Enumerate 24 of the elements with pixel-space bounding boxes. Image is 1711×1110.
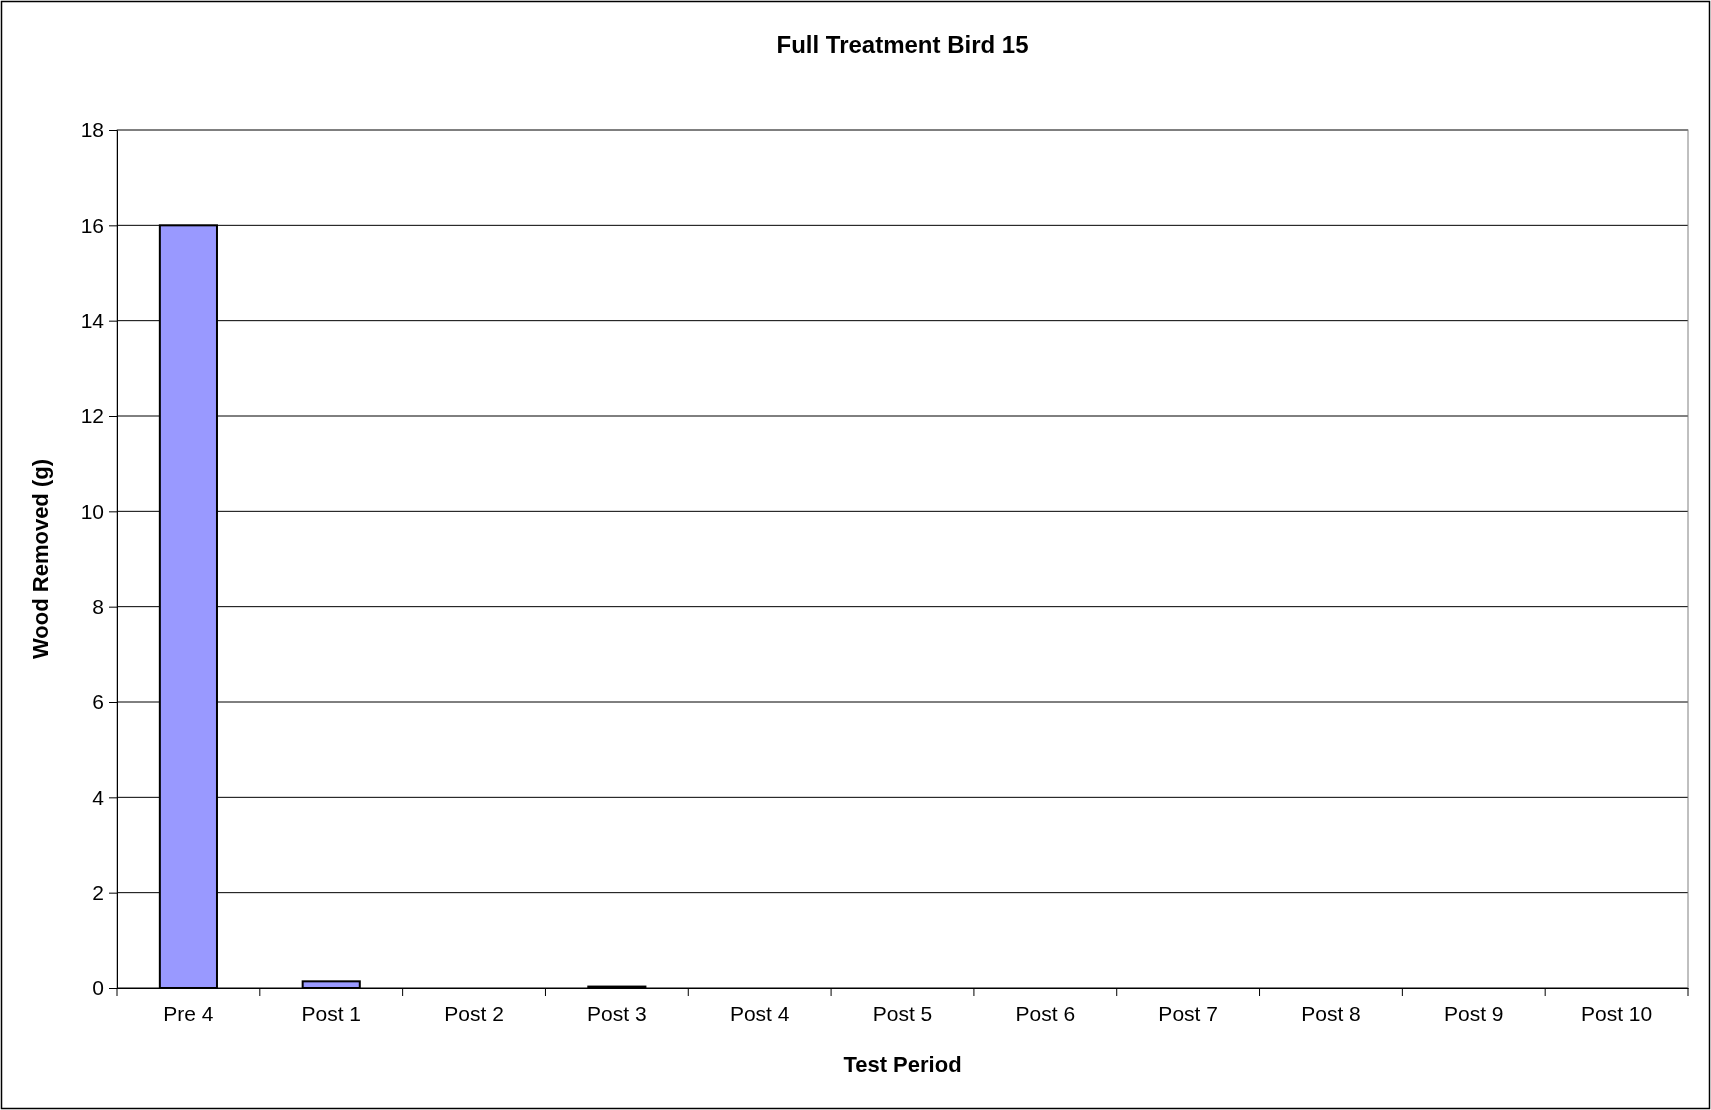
x-tick-label: Post 3 bbox=[587, 1002, 647, 1025]
x-axis-title: Test Period bbox=[843, 1052, 962, 1077]
x-tick-label: Post 1 bbox=[301, 1002, 361, 1025]
x-tick-label: Post 6 bbox=[1015, 1002, 1076, 1025]
y-tick-label: 14 bbox=[80, 308, 105, 332]
y-tick-label: 4 bbox=[92, 785, 105, 809]
y-tick-label: 8 bbox=[92, 594, 104, 618]
x-tick-label: Post 7 bbox=[1158, 1002, 1218, 1025]
y-tick-label: 0 bbox=[92, 976, 104, 1000]
y-tick-label: 6 bbox=[92, 690, 104, 714]
chart-title: Full Treatment Bird 15 bbox=[776, 31, 1029, 58]
y-tick-label: 12 bbox=[80, 404, 104, 428]
x-tick-label: Post 9 bbox=[1444, 1002, 1504, 1025]
x-tick-label: Post 4 bbox=[729, 1002, 790, 1025]
y-tick-label: 2 bbox=[92, 880, 104, 904]
y-tick-label: 10 bbox=[80, 499, 104, 523]
y-tick-label: 16 bbox=[80, 213, 104, 237]
x-tick-label: Post 5 bbox=[872, 1002, 933, 1025]
x-tick-label: Post 8 bbox=[1301, 1002, 1361, 1025]
y-tick-label: 18 bbox=[80, 118, 104, 142]
x-tick-label: Post 10 bbox=[1580, 1002, 1653, 1025]
y-axis-title: Wood Removed (g) bbox=[28, 458, 53, 660]
x-tick-label: Post 2 bbox=[444, 1002, 504, 1025]
x-tick-label: Pre 4 bbox=[163, 1002, 214, 1025]
